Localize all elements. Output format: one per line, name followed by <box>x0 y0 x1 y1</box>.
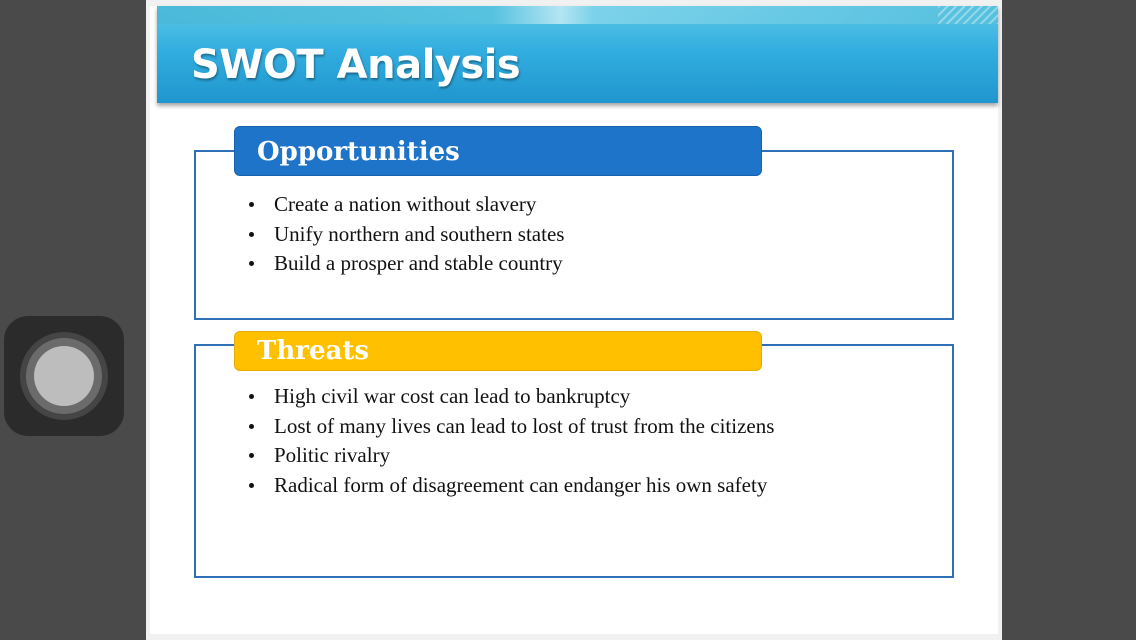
list-item-text: Unify northern and southern states <box>274 221 565 246</box>
list-item-text: Lost of many lives can lead to lost of t… <box>274 413 775 438</box>
list-item-text: Politic rivalry <box>274 443 391 467</box>
list-item: Create a nation without slavery <box>246 190 564 220</box>
threats-list: High civil war cost can lead to bankrupt… <box>246 382 774 500</box>
list-item: Build a prosper and stable country <box>246 249 564 279</box>
list-item: Unify northern and southern states <box>246 220 564 250</box>
opportunities-list: Create a nation without slavery Unify no… <box>246 190 564 279</box>
threats-heading: Threats <box>234 331 762 371</box>
assistive-touch-inner-ring <box>26 338 102 414</box>
header-hatch-decoration <box>938 6 998 24</box>
bullet-icon <box>249 231 254 237</box>
assistive-touch-outer-ring <box>20 332 108 420</box>
list-item: Lost of many lives can lead to lost of t… <box>246 412 774 442</box>
list-item: High civil war cost can lead to bankrupt… <box>246 382 774 412</box>
opportunities-panel <box>194 150 954 320</box>
slide-title: SWOT Analysis <box>191 42 521 88</box>
opportunities-heading: Opportunities <box>234 126 762 176</box>
header-stripe <box>157 6 998 24</box>
assistive-touch-icon[interactable] <box>4 316 124 436</box>
bullet-icon <box>249 394 254 399</box>
bullet-icon <box>249 423 254 429</box>
list-item: Radical form of disagreement can endange… <box>246 471 774 501</box>
slide-viewer: SWOT Analysis Opportunities Create a nat… <box>146 0 1002 640</box>
slide-header: SWOT Analysis <box>157 6 998 103</box>
list-item: Politic rivalry <box>246 441 774 471</box>
list-item-text: Build a prosper and stable country <box>274 251 563 275</box>
assistive-touch-core <box>34 346 94 406</box>
bullet-icon <box>249 261 254 266</box>
list-item-text: High civil war cost can lead to bankrupt… <box>274 384 631 408</box>
bullet-icon <box>249 453 254 458</box>
bullet-icon <box>249 482 254 488</box>
bullet-icon <box>249 202 254 207</box>
list-item-text: Radical form of disagreement can endange… <box>274 472 768 497</box>
list-item-text: Create a nation without slavery <box>274 192 537 216</box>
threats-panel <box>194 344 954 578</box>
